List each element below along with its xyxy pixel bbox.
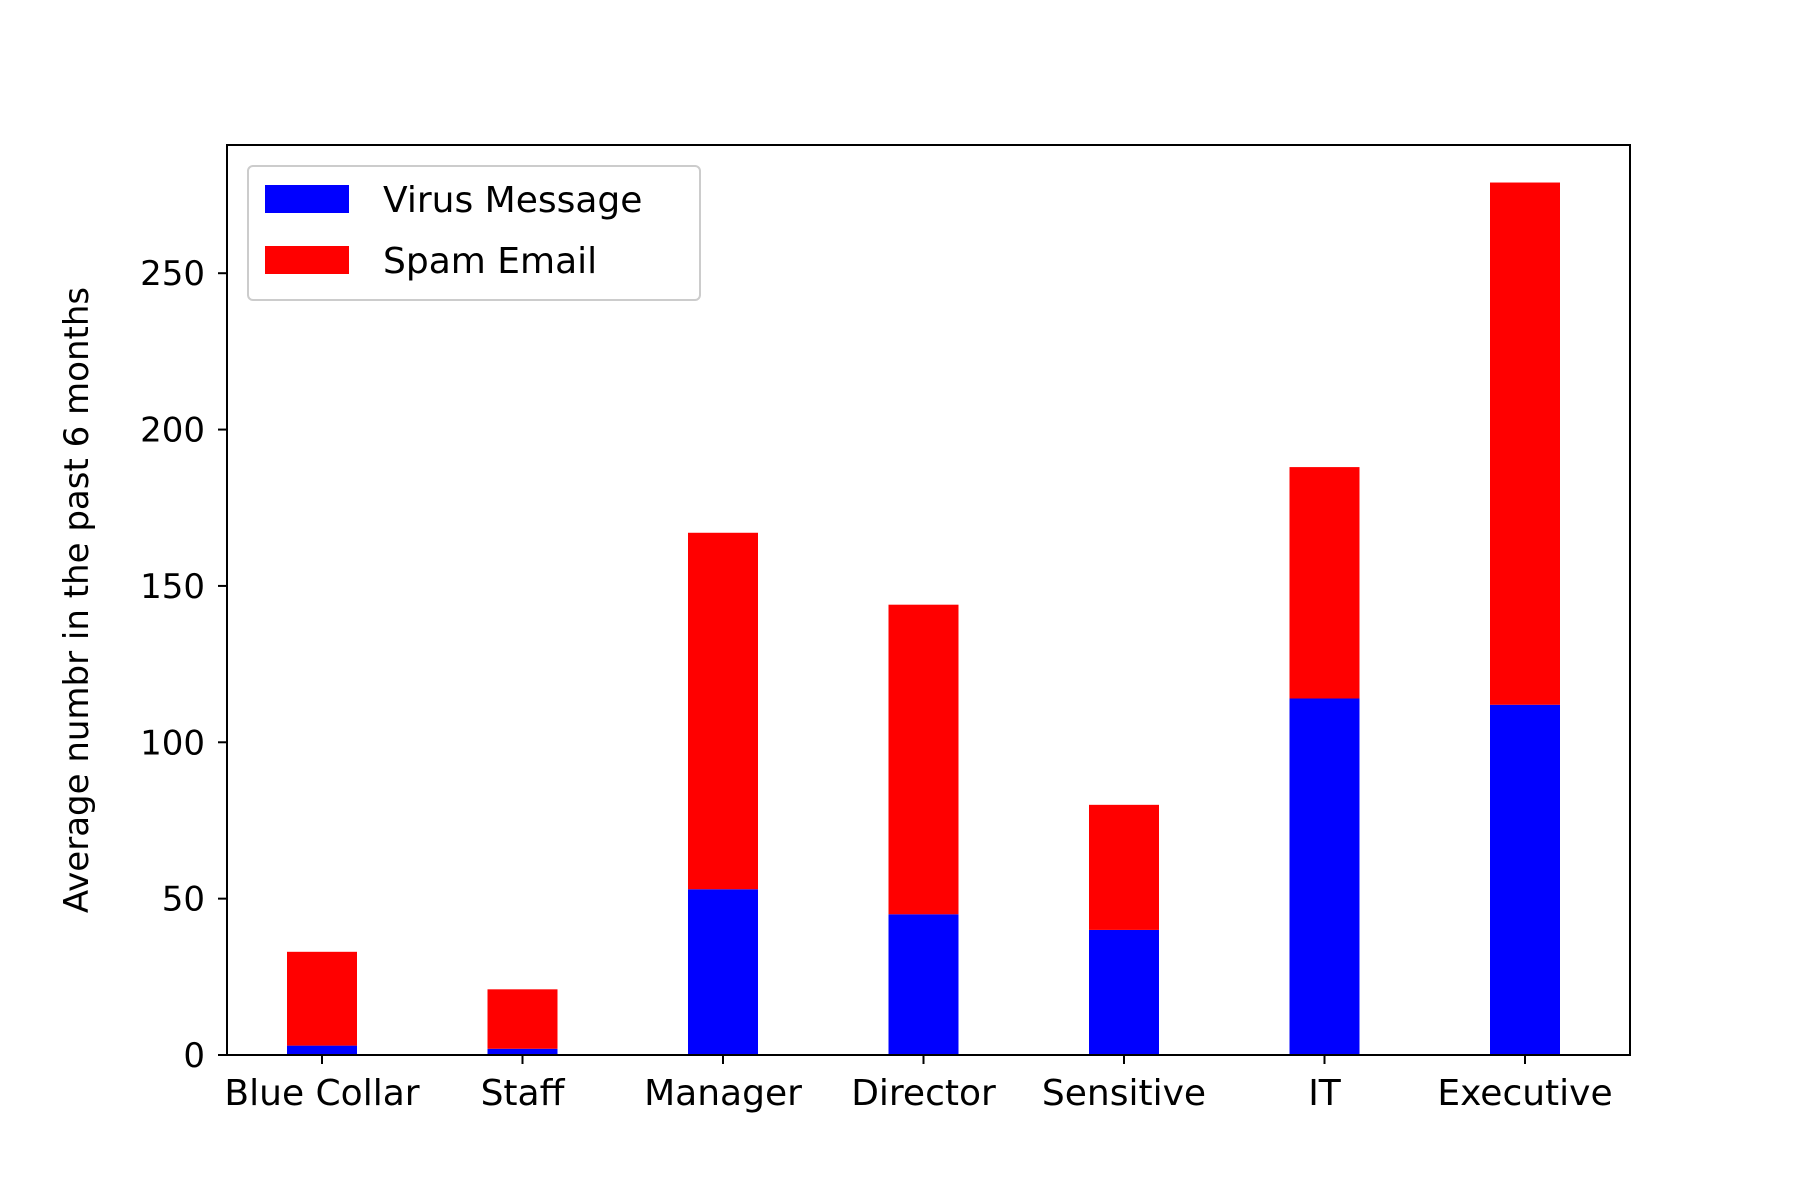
bar-virus-manager xyxy=(688,889,758,1055)
bar-virus-executive xyxy=(1490,704,1560,1055)
bar-spam-it xyxy=(1289,467,1360,699)
bars-layer xyxy=(287,182,1560,1055)
legend-box xyxy=(247,165,701,301)
y-axis-label: Average numbr in the past 6 months xyxy=(57,287,97,913)
legend-swatch-virus xyxy=(265,185,349,213)
bar-virus-sensitive xyxy=(1089,929,1159,1055)
bar-spam-blue-collar xyxy=(287,951,357,1046)
bar-virus-director xyxy=(888,914,959,1055)
bar-spam-sensitive xyxy=(1089,804,1159,930)
legend-swatch-spam xyxy=(265,246,349,274)
y-axis-ticks: 0 50 100 150 200 250 xyxy=(140,254,227,1076)
x-tick-label: IT xyxy=(1308,1073,1342,1114)
bar-spam-executive xyxy=(1490,182,1560,705)
x-tick-label: Executive xyxy=(1437,1073,1612,1114)
bar-spam-staff xyxy=(487,989,558,1049)
y-tick-label: 200 xyxy=(140,411,205,451)
bar-virus-it xyxy=(1289,698,1360,1055)
y-tick-label: 150 xyxy=(140,567,205,607)
legend: Virus Message Spam Email xyxy=(247,165,701,301)
y-tick-label: 0 xyxy=(183,1036,205,1076)
plot-frame xyxy=(226,144,1631,1056)
x-tick-label: Staff xyxy=(481,1073,566,1114)
y-tick-label: 100 xyxy=(140,723,205,763)
x-tick-label: Blue Collar xyxy=(224,1073,419,1114)
y-tick-label: 50 xyxy=(162,880,205,920)
x-axis-ticks: Blue Collar Staff Manager Director Sensitive… xyxy=(224,1055,1613,1114)
legend-label-spam: Spam Email xyxy=(383,241,597,282)
legend-label-virus: Virus Message xyxy=(383,180,642,221)
bar-virus-blue-collar xyxy=(287,1045,357,1055)
bar-virus-staff xyxy=(487,1048,558,1055)
x-tick-label: Manager xyxy=(644,1073,802,1114)
bar-spam-director xyxy=(888,604,959,915)
x-tick-label: Director xyxy=(851,1073,996,1114)
x-tick-label: Sensitive xyxy=(1042,1073,1206,1114)
y-tick-label: 250 xyxy=(140,254,205,294)
bar-spam-manager xyxy=(688,532,758,890)
